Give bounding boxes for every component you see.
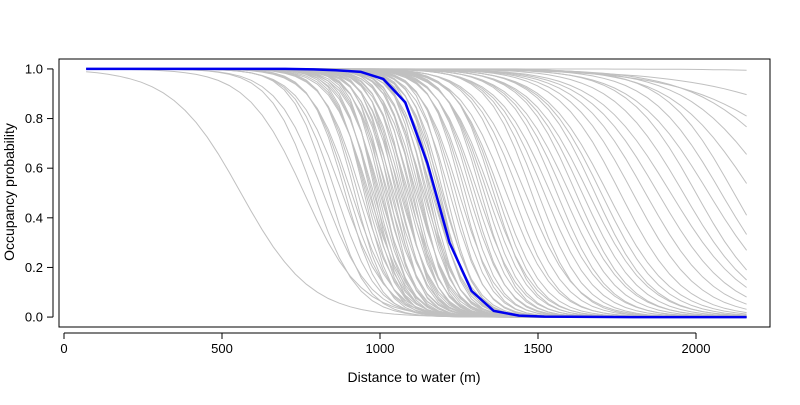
y-tick-label: 0.4 bbox=[25, 210, 43, 225]
x-tick-label: 1500 bbox=[524, 341, 553, 356]
x-tick-label: 1000 bbox=[366, 341, 395, 356]
y-axis-label: Occupancy probability bbox=[1, 123, 17, 261]
x-axis: 0 500 1000 1500 2000 bbox=[60, 332, 711, 356]
posterior-draws bbox=[86, 68, 748, 318]
plot-frame bbox=[58, 58, 771, 328]
y-tick-label: 1.0 bbox=[25, 61, 43, 76]
x-tick-label: 500 bbox=[211, 341, 233, 356]
mean-curve-layer bbox=[86, 67, 747, 319]
y-tick-label: 0.8 bbox=[25, 111, 43, 126]
x-tick-label: 0 bbox=[60, 341, 67, 356]
draw-line bbox=[86, 68, 747, 318]
y-tick-label: 0.6 bbox=[25, 161, 43, 176]
y-tick-label: 0.0 bbox=[25, 310, 43, 325]
y-tick-label: 0.2 bbox=[25, 260, 43, 275]
mean-occupancy-line bbox=[86, 67, 747, 319]
x-axis-label: Distance to water (m) bbox=[347, 369, 480, 385]
x-tick-label: 2000 bbox=[682, 341, 711, 356]
y-axis: 0.0 0.2 0.4 0.6 0.8 1.0 bbox=[25, 61, 54, 325]
